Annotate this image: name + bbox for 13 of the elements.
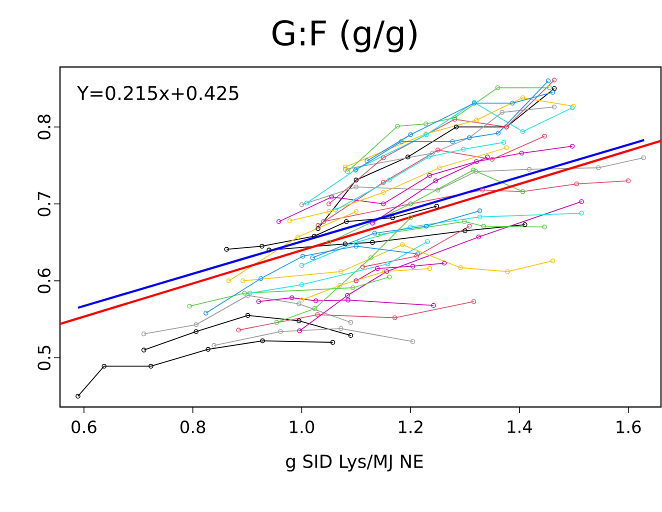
x-tick-label: 1.0 (290, 420, 314, 434)
x-tick-label: 0.6 (72, 420, 96, 434)
y-tick-label: 0.6 (38, 268, 50, 294)
y-tick-label: 0.5 (38, 346, 50, 370)
x-tick-label: 1.4 (508, 420, 532, 433)
x-tick-label: 1.6 (616, 420, 641, 434)
chart-title: G:F (g/g) (272, 20, 416, 52)
x-axis-title: g SID Lys/MJ NE (286, 454, 423, 472)
y-tick-label: 0.7 (38, 192, 50, 216)
annotation: Y=0.215x+0.425 (77, 86, 238, 100)
y-tick-label: 0.8 (38, 114, 50, 140)
x-tick-label: 1.2 (398, 420, 422, 434)
x-tick-label: 0.8 (180, 420, 206, 434)
